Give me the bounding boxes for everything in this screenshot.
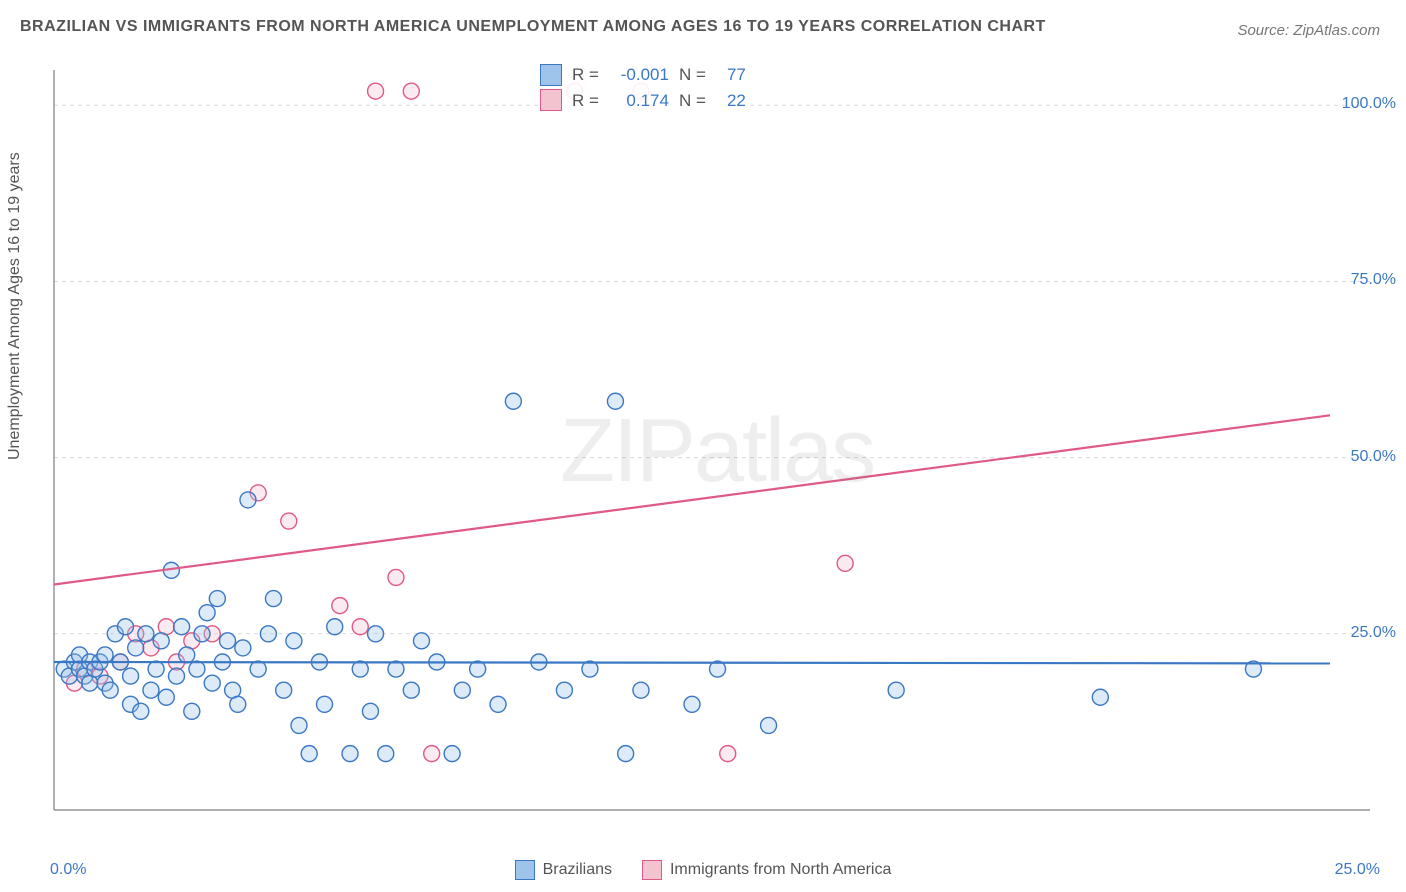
legend-swatch-icon xyxy=(540,89,562,111)
legend-item-immigrants: Immigrants from North America xyxy=(642,860,891,880)
plot-area xyxy=(50,60,1380,840)
y-tick: 50.0% xyxy=(1351,448,1396,466)
source-label: Source: ZipAtlas.com xyxy=(1237,22,1380,39)
corr-legend-row: R =0.174N =22 xyxy=(540,88,746,114)
chart-title: BRAZILIAN VS IMMIGRANTS FROM NORTH AMERI… xyxy=(20,18,1046,36)
x-tick-max: 25.0% xyxy=(1335,861,1380,879)
scatter-chart xyxy=(50,60,1380,840)
legend-swatch-icon xyxy=(540,64,562,86)
legend-item-brazilians: Brazilians xyxy=(515,860,612,880)
y-tick: 100.0% xyxy=(1342,95,1396,113)
y-tick: 25.0% xyxy=(1351,624,1396,642)
correlation-legend: R =-0.001N =77R =0.174N =22 xyxy=(540,62,746,113)
legend-label: Brazilians xyxy=(543,861,612,879)
corr-legend-row: R =-0.001N =77 xyxy=(540,62,746,88)
x-axis-legend: 0.0% Brazilians Immigrants from North Am… xyxy=(0,860,1406,880)
legend-swatch-icon xyxy=(515,860,535,880)
x-tick-min: 0.0% xyxy=(50,861,86,879)
legend-swatch-icon xyxy=(642,860,662,880)
legend-label: Immigrants from North America xyxy=(670,861,891,879)
y-tick: 75.0% xyxy=(1351,271,1396,289)
y-axis-label: Unemployment Among Ages 16 to 19 years xyxy=(6,152,24,460)
